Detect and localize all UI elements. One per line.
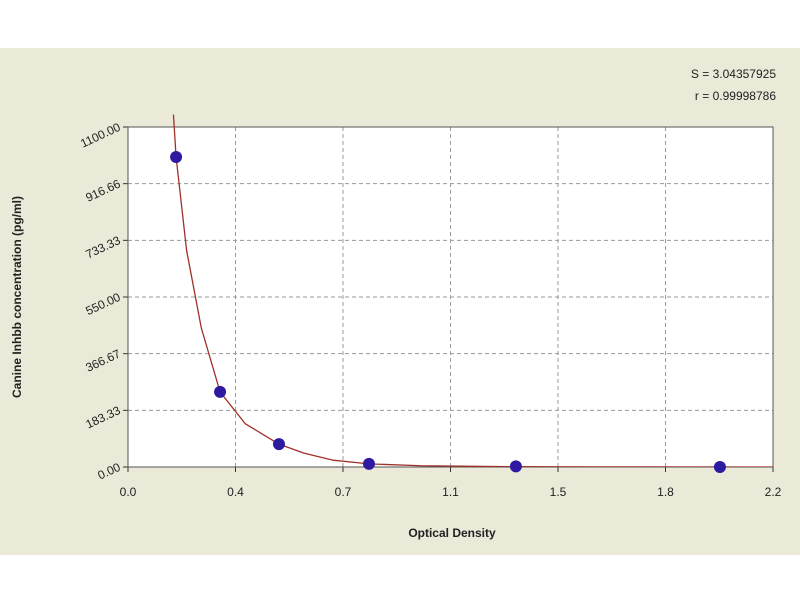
x-tick-label: 1.5 <box>550 485 567 499</box>
x-tick-label: 1.8 <box>657 485 674 499</box>
x-tick-label: 2.2 <box>765 485 782 499</box>
plot-frame <box>127 126 774 468</box>
fit-curve <box>172 114 773 467</box>
data-point <box>509 460 522 473</box>
marks <box>170 114 773 473</box>
data-point <box>713 461 726 473</box>
y-axis-label: Canine Inhbb concentration (pg/ml) <box>10 196 24 398</box>
x-tick-label: 0.0 <box>120 485 137 499</box>
x-tick-label: 0.4 <box>227 485 244 499</box>
grid <box>123 126 774 472</box>
x-tick-label: 0.7 <box>335 485 352 499</box>
data-point <box>170 150 183 163</box>
x-axis-label: Optical Density <box>408 526 496 540</box>
data-point <box>362 457 375 470</box>
data-point <box>272 438 285 451</box>
data-point <box>214 385 227 398</box>
annotation: r = 0.99998786 <box>695 89 776 103</box>
annotation: S = 3.04357925 <box>691 67 776 81</box>
x-tick-label: 1.1 <box>442 485 459 499</box>
